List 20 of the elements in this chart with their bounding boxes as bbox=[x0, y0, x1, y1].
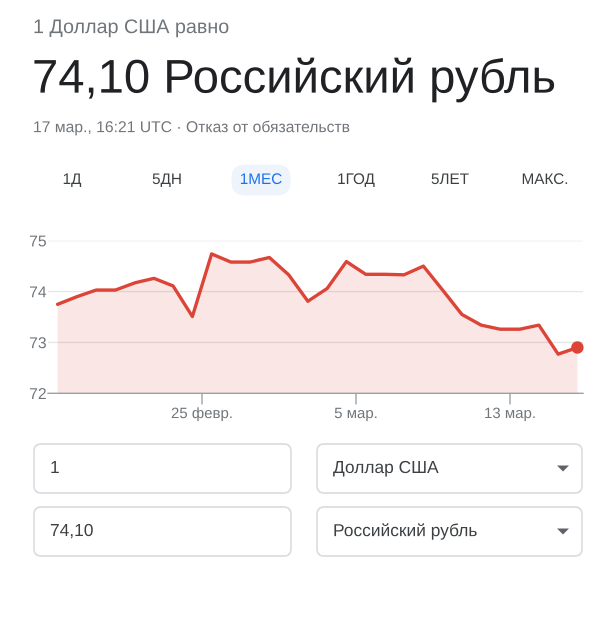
y-tick-label: 73 bbox=[30, 337, 46, 348]
text: Российский рубль bbox=[334, 523, 477, 540]
text: 5ДН bbox=[152, 173, 181, 187]
text: 1Д bbox=[64, 173, 82, 187]
x-tick-label: 25 февр. bbox=[172, 407, 232, 422]
text: 5ЛЕТ bbox=[432, 173, 469, 184]
y-tick-label: 72 bbox=[30, 388, 46, 399]
chart-subtitle: 1 Доллар США равно bbox=[34, 19, 228, 38]
text: МАКС. bbox=[522, 173, 568, 184]
chart-title: 74,10 Российский рубль bbox=[34, 58, 554, 102]
x-tick-label: 13 мар. bbox=[485, 408, 535, 422]
y-tick-label: 75 bbox=[30, 236, 46, 247]
text: 17 мар., 16:21 UTC · Отказ от обязательств bbox=[34, 120, 350, 136]
text: 1 bbox=[51, 461, 59, 473]
text: 1МЕС bbox=[240, 173, 282, 184]
y-tick-label: 74 bbox=[30, 286, 46, 298]
text: Доллар США bbox=[333, 460, 439, 477]
text: 74,10 bbox=[50, 524, 93, 538]
x-tick-label: 5 мар. bbox=[334, 408, 376, 422]
text: 1ГОД bbox=[338, 173, 375, 187]
